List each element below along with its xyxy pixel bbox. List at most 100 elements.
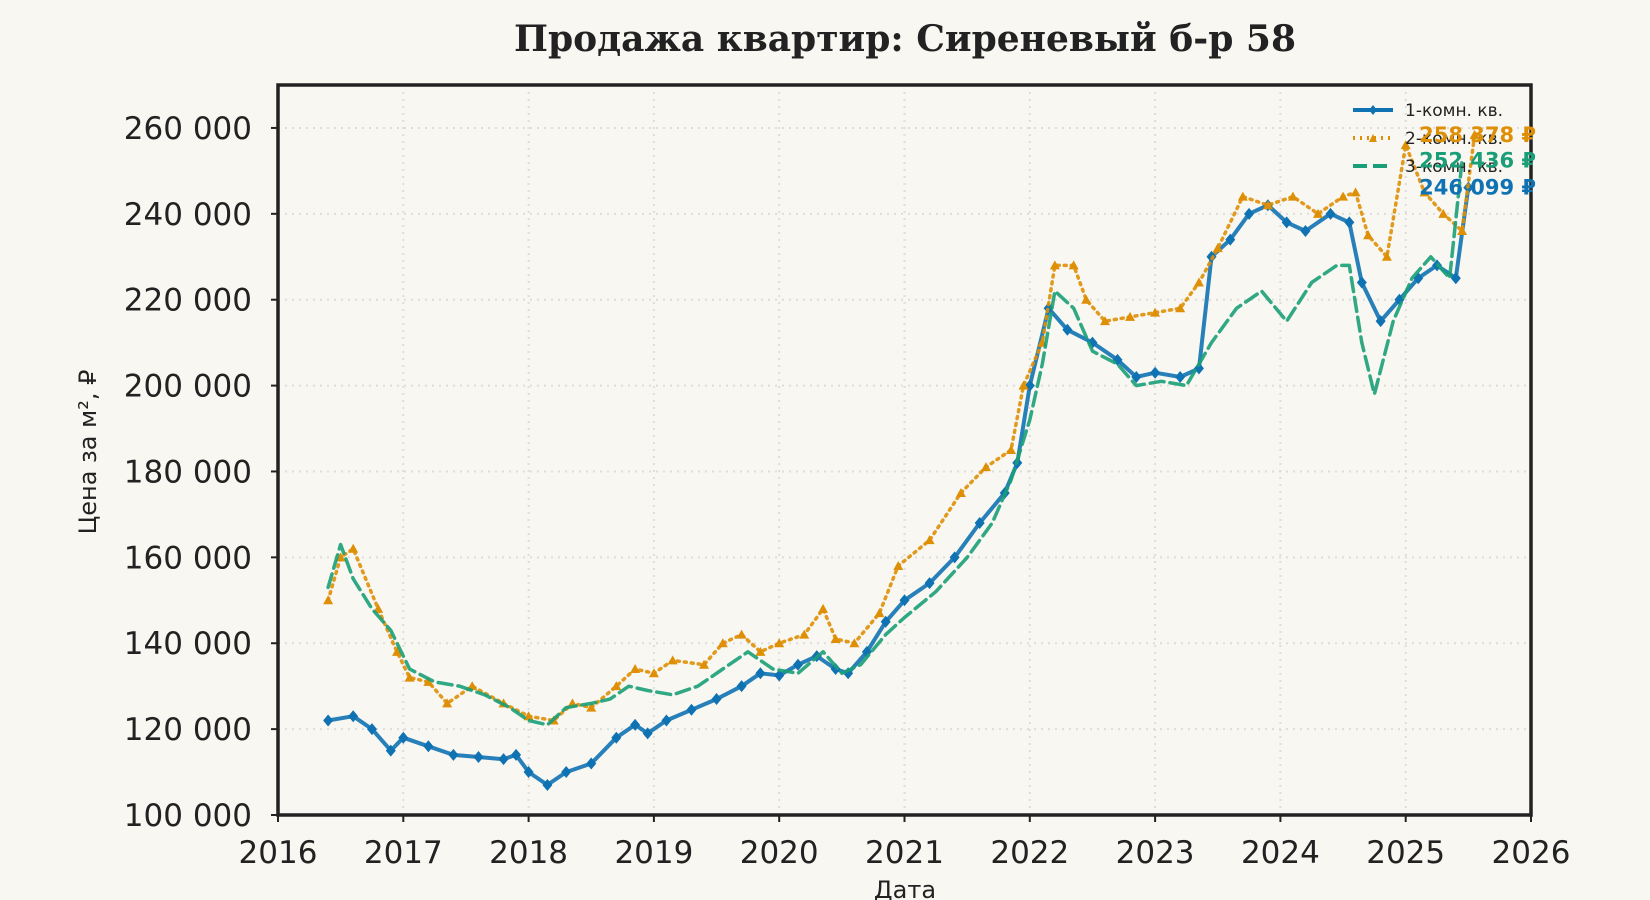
data-point-triangle xyxy=(830,633,841,643)
data-point-triangle xyxy=(1438,208,1449,218)
data-point-triangle xyxy=(1212,243,1223,253)
data-point-diamond xyxy=(661,714,672,727)
data-point-diamond xyxy=(774,669,785,682)
data-point-diamond xyxy=(792,658,803,671)
data-point-triangle xyxy=(699,659,710,669)
y-tick-label: 160 000 xyxy=(124,540,252,576)
y-tick-label: 120 000 xyxy=(124,712,252,748)
data-point-triangle xyxy=(1363,230,1374,240)
data-point-triangle xyxy=(924,535,935,545)
data-point-triangle xyxy=(1099,316,1110,326)
data-point-triangle xyxy=(1193,277,1204,287)
data-point-diamond xyxy=(1300,225,1311,237)
y-tick-label: 240 000 xyxy=(124,197,252,233)
y-tick-label: 180 000 xyxy=(124,454,252,490)
x-axis-label: Дата xyxy=(874,876,936,900)
data-point-triangle xyxy=(404,672,415,682)
y-tick-label: 200 000 xyxy=(124,369,252,405)
data-point-diamond xyxy=(1062,323,1073,336)
data-point-diamond xyxy=(949,551,960,564)
data-point-triangle xyxy=(874,608,885,618)
data-point-diamond xyxy=(523,766,534,779)
data-point-triangle xyxy=(1419,187,1430,197)
data-point-diamond xyxy=(473,751,484,764)
data-point-triangle xyxy=(1081,294,1092,304)
data-point-triangle xyxy=(893,560,904,570)
data-point-triangle xyxy=(630,664,641,673)
end-value-labels: 246 099 ₽ 258 378 ₽252 436 ₽ xyxy=(1419,123,1536,200)
data-point-diamond xyxy=(423,740,434,753)
x-tick-label: 2026 xyxy=(1492,835,1571,871)
series-3 xyxy=(326,158,1464,727)
data-point-diamond xyxy=(611,731,622,744)
data-point-triangle xyxy=(1150,307,1161,317)
series-line xyxy=(326,185,1471,787)
data-point-diamond xyxy=(830,663,841,675)
legend: 1-комн. кв. 2-комн. кв. 3-комн. кв. xyxy=(1353,101,1503,177)
data-point-diamond xyxy=(755,667,766,680)
data-point-diamond xyxy=(1244,207,1255,220)
data-point-diamond xyxy=(511,748,522,761)
data-point-diamond xyxy=(686,703,697,716)
data-point-triangle xyxy=(1287,191,1298,201)
data-point-diamond xyxy=(630,718,641,731)
end-value-label: 246 099 ₽ xyxy=(1419,176,1536,200)
end-value-label: 258 378 ₽ xyxy=(1419,123,1536,147)
data-point-triangle xyxy=(1068,260,1079,270)
data-point-diamond xyxy=(561,766,572,779)
data-point-triangle xyxy=(648,668,659,678)
data-point-diamond xyxy=(448,748,459,761)
data-point-triangle xyxy=(523,711,534,721)
data-point-triangle xyxy=(1381,251,1392,261)
y-tick-label: 220 000 xyxy=(124,283,252,319)
series-2 xyxy=(323,129,1480,725)
data-point-diamond xyxy=(1450,272,1461,285)
data-point-triangle xyxy=(1312,208,1323,218)
data-point-diamond xyxy=(880,615,891,628)
data-point-triangle xyxy=(755,646,766,656)
legend-marker xyxy=(1369,105,1377,115)
data-point-triangle xyxy=(442,698,453,708)
data-point-diamond xyxy=(736,680,747,693)
data-point-triangle xyxy=(717,638,728,648)
data-point-triangle xyxy=(1338,191,1349,201)
data-point-triangle xyxy=(323,595,334,605)
grid xyxy=(277,85,1532,816)
data-point-diamond xyxy=(711,693,722,706)
series-line xyxy=(326,133,1477,723)
end-value-label: 252 436 ₽ xyxy=(1419,148,1536,172)
y-tick-label: 100 000 xyxy=(124,798,252,834)
legend-label: 3-комн. кв. xyxy=(1405,157,1503,177)
x-tick-label: 2021 xyxy=(865,835,944,871)
data-point-diamond xyxy=(1225,233,1236,246)
data-point-triangle xyxy=(423,676,434,686)
data-point-diamond xyxy=(1281,216,1292,229)
data-point-diamond xyxy=(398,731,409,744)
y-tick-label: 260 000 xyxy=(124,111,252,147)
data-point-diamond xyxy=(348,710,359,723)
data-point-triangle xyxy=(392,646,403,656)
data-point-diamond xyxy=(1356,276,1367,289)
legend-label: 1-комн. кв. xyxy=(1405,101,1503,121)
x-tick-label: 2024 xyxy=(1241,835,1320,871)
series-1 xyxy=(323,181,1474,791)
data-point-triangle xyxy=(667,655,678,665)
x-tick-label: 2018 xyxy=(489,835,568,871)
data-point-triangle xyxy=(1469,129,1480,139)
series-line xyxy=(326,158,1464,727)
data-point-diamond xyxy=(1375,315,1386,328)
data-point-diamond xyxy=(642,727,653,740)
legend-label: 2-комн. кв. xyxy=(1405,129,1503,149)
legend-marker xyxy=(1369,134,1377,142)
x-tick-label: 2019 xyxy=(614,835,693,871)
data-point-diamond xyxy=(1325,207,1336,220)
data-point-diamond xyxy=(385,744,396,757)
data-point-diamond xyxy=(1150,366,1161,379)
data-point-triangle xyxy=(1006,445,1017,454)
data-point-triangle xyxy=(849,638,860,648)
data-point-triangle xyxy=(1262,200,1273,210)
data-point-triangle xyxy=(1400,140,1411,150)
series-group xyxy=(323,129,1480,791)
x-tick-label: 2017 xyxy=(364,835,443,871)
